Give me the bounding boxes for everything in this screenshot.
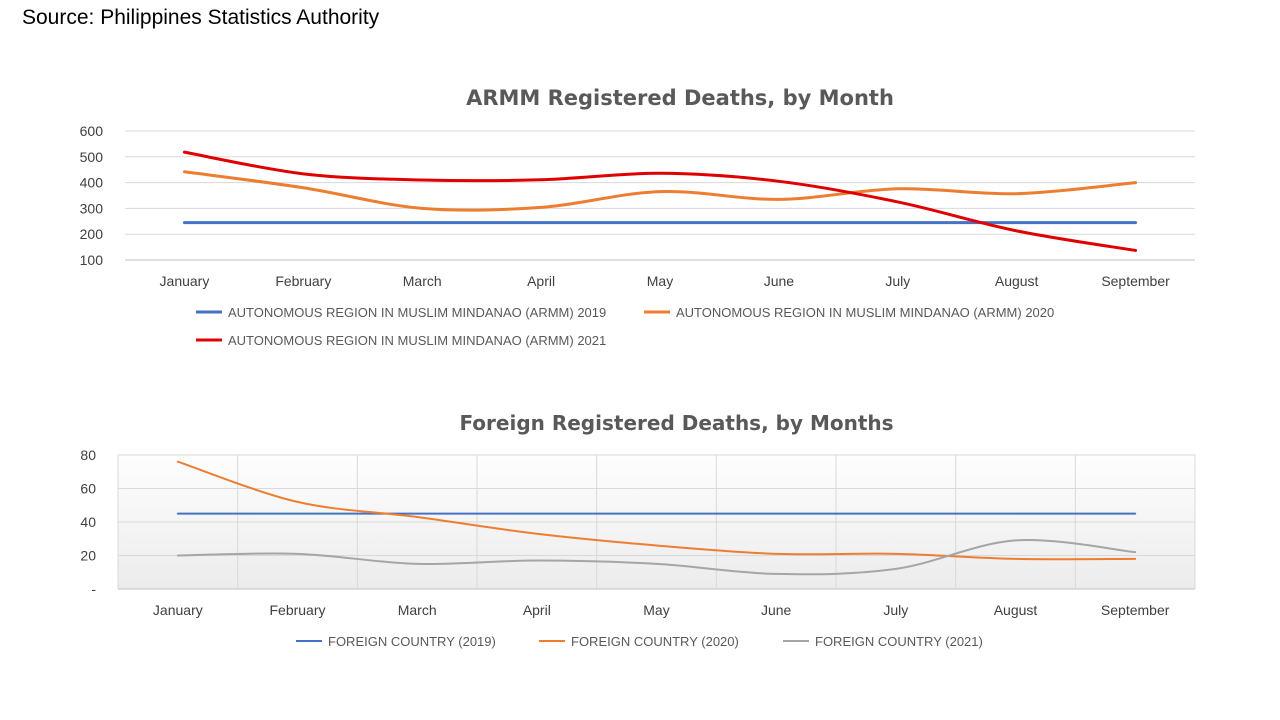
series-line	[182, 150, 1138, 252]
x-tick-label: January	[160, 273, 210, 289]
y-tick-label: 60	[80, 481, 96, 497]
x-tick-label: March	[398, 602, 437, 618]
legend-label: FOREIGN COUNTRY (2019)	[328, 634, 496, 649]
chart-title: ARMM Registered Deaths, by Month	[466, 86, 894, 110]
x-tick-label: April	[527, 273, 555, 289]
y-tick-label: 100	[80, 252, 104, 268]
series-line	[176, 539, 1137, 576]
x-tick-label: April	[523, 602, 551, 618]
y-tick-label: 600	[80, 123, 104, 139]
y-tick-label: 200	[80, 226, 104, 242]
armm-deaths-chart: ARMM Registered Deaths, by Month 100 200 30…	[80, 86, 1195, 348]
series-line	[176, 460, 1137, 561]
y-tick-label: 400	[80, 175, 104, 191]
x-tick-label: January	[153, 602, 203, 618]
x-tick-label: February	[275, 273, 331, 289]
x-tick-label: August	[994, 602, 1038, 618]
plot-area	[118, 445, 1195, 589]
y-tick-label: 40	[80, 514, 96, 530]
x-tick-label: June	[764, 273, 795, 289]
y-tick-label: 20	[80, 548, 96, 564]
x-tick-label: February	[269, 602, 325, 618]
legend-label: FOREIGN COUNTRY (2021)	[815, 634, 983, 649]
y-tick-label: 500	[80, 149, 104, 165]
y-tick-label: 80	[80, 447, 96, 463]
series-line	[182, 170, 1138, 212]
x-tick-label: July	[883, 602, 908, 618]
x-tick-label: July	[885, 273, 910, 289]
legend-label: AUTONOMOUS REGION IN MUSLIM MINDANAO (AR…	[228, 305, 606, 320]
legend-label: FOREIGN COUNTRY (2020)	[571, 634, 739, 649]
x-tick-label: May	[647, 273, 673, 289]
x-tick-label: March	[403, 273, 442, 289]
x-tick-label: May	[643, 602, 669, 618]
x-tick-label: August	[995, 273, 1039, 289]
x-tick-label: June	[761, 602, 792, 618]
source-note: Source: Philippines Statistics Authority	[22, 6, 380, 29]
x-tick-label: September	[1101, 602, 1170, 618]
legend-label: AUTONOMOUS REGION IN MUSLIM MINDANAO (AR…	[228, 333, 606, 348]
chart-title: Foreign Registered Deaths, by Months	[459, 411, 893, 435]
foreign-deaths-chart: Foreign Registered Deaths, by Months - 20 4…	[80, 411, 1196, 649]
legend-label: AUTONOMOUS REGION IN MUSLIM MINDANAO (AR…	[676, 305, 1054, 320]
y-tick-label: 300	[80, 200, 104, 216]
y-tick-label: -	[91, 581, 96, 597]
x-tick-label: September	[1101, 273, 1170, 289]
